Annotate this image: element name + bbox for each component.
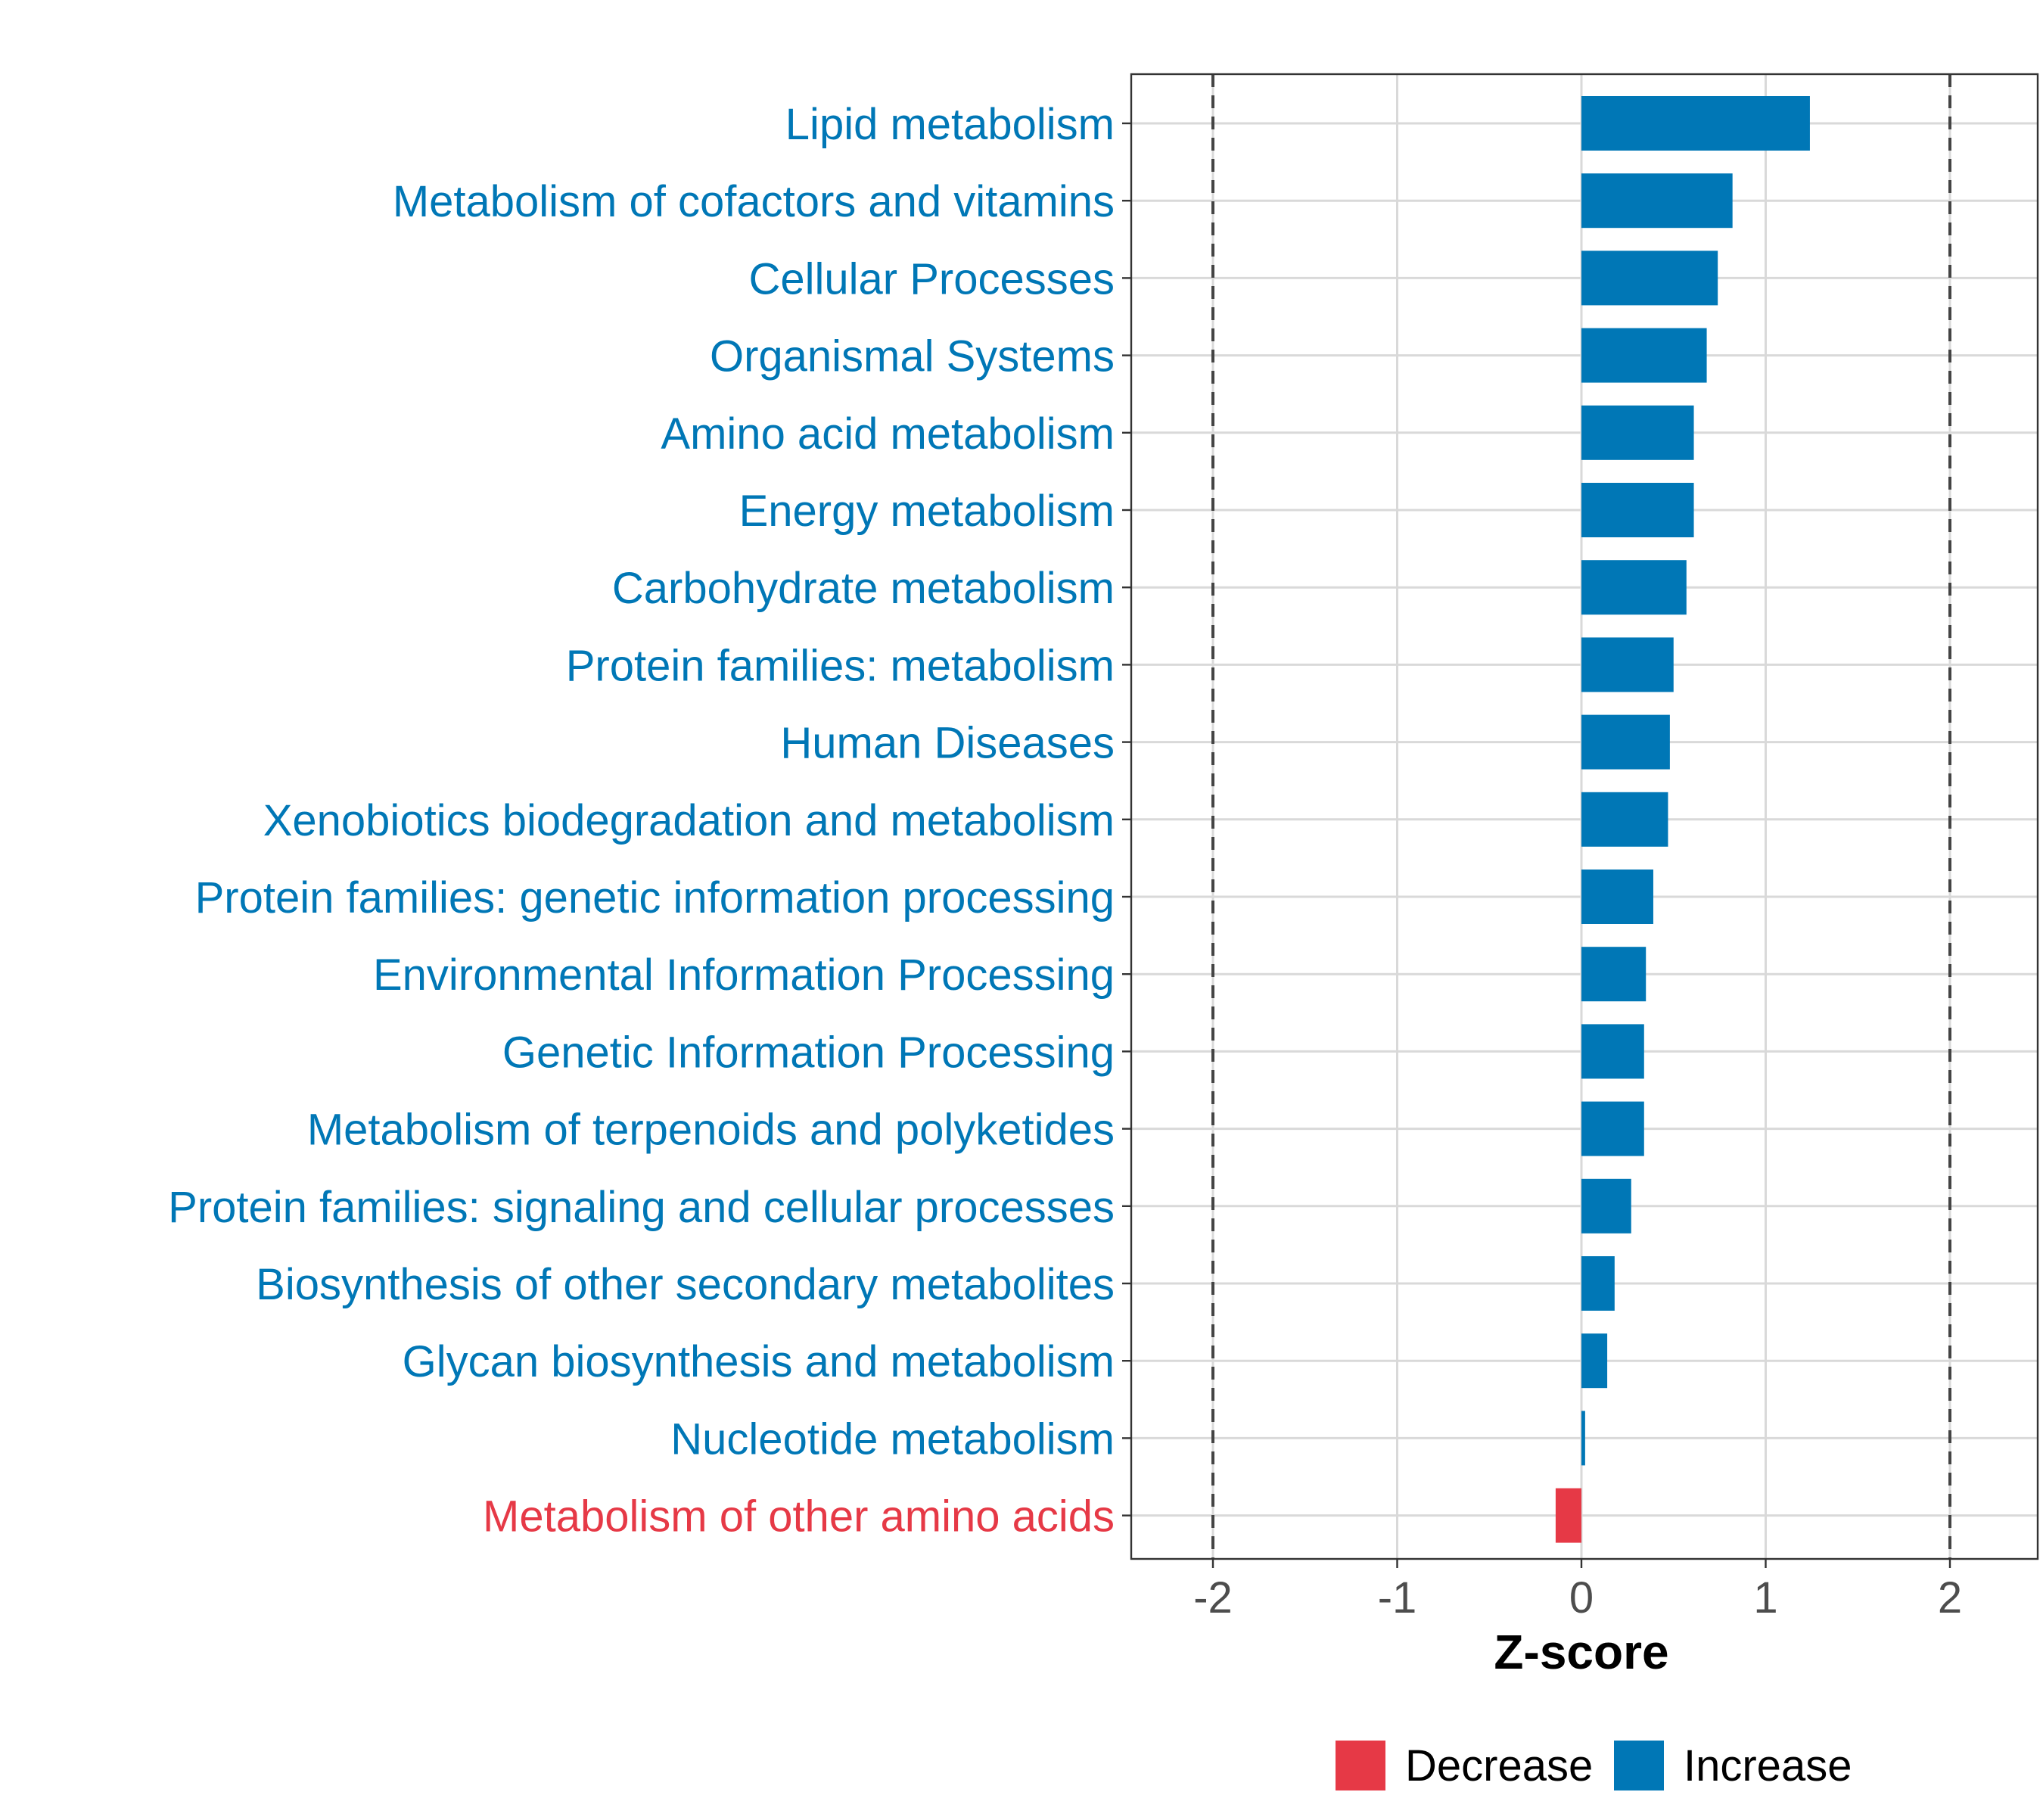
y-label-7: Protein families: metabolism bbox=[566, 641, 1115, 690]
y-label-15: Biosynthesis of other secondary metaboli… bbox=[256, 1260, 1115, 1309]
x-axis-ticks bbox=[1211, 1559, 1951, 1568]
panel-border bbox=[1130, 73, 2039, 1560]
bar-7 bbox=[1581, 637, 1674, 692]
y-label-14: Protein families: signaling and cellular… bbox=[168, 1183, 1115, 1232]
y-label-3: Organismal Systems bbox=[710, 332, 1115, 381]
bar-3 bbox=[1581, 328, 1707, 383]
bar-12 bbox=[1581, 1024, 1644, 1079]
y-label-17: Nucleotide metabolism bbox=[670, 1414, 1115, 1464]
x-label-4: 2 bbox=[1938, 1573, 1962, 1622]
y-label-10: Protein families: genetic information pr… bbox=[195, 873, 1115, 922]
bar-10 bbox=[1581, 870, 1653, 924]
bar-5 bbox=[1581, 483, 1694, 537]
y-label-2: Cellular Processes bbox=[748, 254, 1115, 303]
y-label-11: Environmental Information Processing bbox=[373, 950, 1115, 1000]
x-label-1: -1 bbox=[1378, 1573, 1417, 1622]
y-label-5: Energy metabolism bbox=[739, 487, 1115, 536]
bar-6 bbox=[1581, 560, 1687, 615]
bar-1 bbox=[1581, 173, 1733, 229]
y-label-12: Genetic Information Processing bbox=[502, 1028, 1115, 1077]
y-label-0: Lipid metabolism bbox=[785, 100, 1115, 149]
bar-17 bbox=[1581, 1411, 1585, 1466]
bar-4 bbox=[1581, 405, 1694, 460]
bar-9 bbox=[1581, 792, 1668, 847]
bar-15 bbox=[1581, 1256, 1615, 1311]
bar-0 bbox=[1581, 96, 1810, 151]
y-label-8: Human Diseases bbox=[780, 719, 1115, 768]
x-label-3: 1 bbox=[1753, 1573, 1777, 1622]
y-label-13: Metabolism of terpenoids and polyketides bbox=[307, 1106, 1115, 1155]
x-axis-title: Z-score bbox=[1494, 1625, 1668, 1679]
x-label-0: -2 bbox=[1193, 1573, 1233, 1622]
bar-8 bbox=[1581, 714, 1670, 770]
reference-lines bbox=[1211, 74, 1951, 1559]
y-axis-ticks bbox=[1122, 122, 1131, 1517]
legend-swatch-0 bbox=[1336, 1741, 1385, 1790]
y-axis-labels: Lipid metabolism Metabolism of cofactors … bbox=[168, 100, 1115, 1542]
legend: Decrease Increase bbox=[1336, 1741, 1852, 1790]
legend-swatch-1 bbox=[1614, 1741, 1664, 1790]
y-label-6: Carbohydrate metabolism bbox=[612, 564, 1115, 613]
bars bbox=[1555, 96, 1810, 1543]
bar-2 bbox=[1581, 250, 1718, 306]
legend-label-1: Increase bbox=[1684, 1741, 1852, 1790]
bar-13 bbox=[1581, 1101, 1644, 1156]
bar-16 bbox=[1581, 1333, 1608, 1389]
bar-14 bbox=[1581, 1178, 1631, 1234]
x-label-2: 0 bbox=[1569, 1573, 1594, 1622]
legend-label-0: Decrease bbox=[1405, 1741, 1593, 1790]
bar-11 bbox=[1581, 947, 1647, 1002]
y-label-16: Glycan biosynthesis and metabolism bbox=[403, 1337, 1115, 1386]
y-label-18: Metabolism of other amino acids bbox=[483, 1492, 1115, 1542]
y-label-1: Metabolism of cofactors and vitamins bbox=[393, 177, 1115, 226]
x-axis-labels: -2 -1 0 1 2 bbox=[1193, 1573, 1962, 1622]
y-label-9: Xenobiotics biodegradation and metabolis… bbox=[263, 796, 1115, 845]
y-label-4: Amino acid metabolism bbox=[661, 409, 1115, 459]
bar-18 bbox=[1555, 1488, 1581, 1543]
